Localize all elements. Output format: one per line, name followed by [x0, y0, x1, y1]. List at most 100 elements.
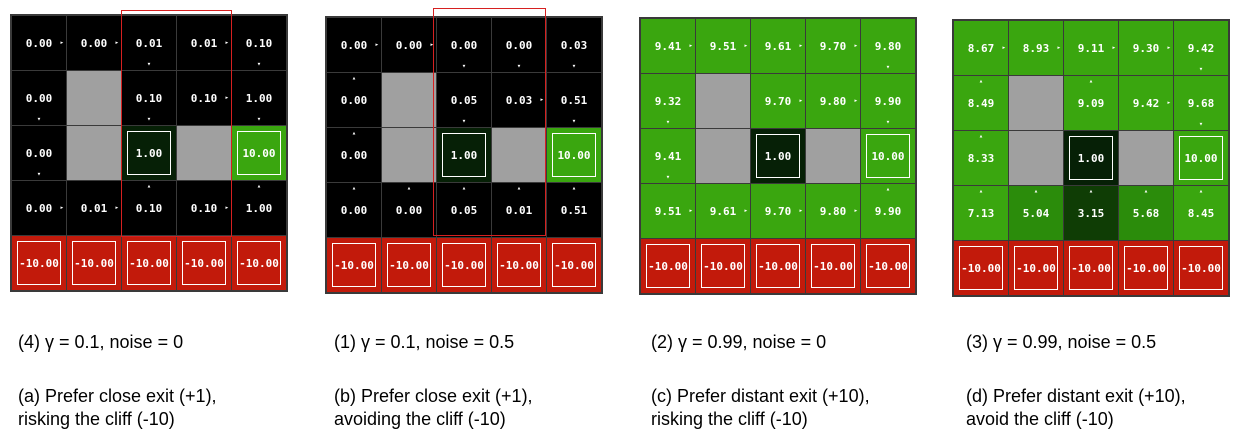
state-value: 9.70: [764, 204, 792, 218]
state-value: 1.00: [245, 201, 273, 215]
state-value: 0.00: [450, 38, 478, 52]
wall-cell: [696, 129, 750, 183]
state-cell: 0.03 ▸: [492, 73, 546, 127]
state-value: 0.00: [395, 38, 423, 52]
terminal-border: [497, 243, 541, 287]
arrow-down-icon: ▾: [665, 118, 671, 126]
state-cell: 1.00 ▴: [232, 181, 286, 235]
state-value: 0.10: [190, 201, 218, 215]
cliff-cell: -10.00: [1064, 241, 1118, 295]
state-value: 9.51: [709, 39, 737, 53]
state-value: 0.00: [340, 148, 368, 162]
arrow-down-icon: ▾: [146, 115, 152, 123]
state-value: 9.09: [1077, 96, 1105, 110]
wall-cell: [67, 126, 121, 180]
state-value: -10.00: [554, 258, 594, 272]
gridworld-board: 9.41 ▸ 9.51 ▸ 9.61 ▸ 9.70 ▸ 9.80 ▾ 9.32 ▾ 9.70 ▸ 9.80 ▸…: [639, 17, 917, 295]
state-cell: 0.03 ▾: [547, 18, 601, 72]
state-cell: 9.51 ▸: [641, 184, 695, 238]
wall-cell: [1119, 131, 1173, 185]
cliff-cell: -10.00: [122, 236, 176, 290]
arrow-down-icon: ▾: [146, 60, 152, 68]
state-cell: 9.42 ▾: [1174, 21, 1228, 75]
state-value: 0.00: [25, 91, 53, 105]
state-cell: 0.00 ▴: [327, 128, 381, 182]
state-cell: 0.10 ▾: [232, 16, 286, 70]
state-value: 1.00: [764, 149, 792, 163]
state-cell: 9.09 ▴: [1064, 76, 1118, 130]
state-cell: 9.70 ▸: [751, 74, 805, 128]
state-value: -10.00: [1126, 261, 1166, 275]
arrow-down-icon: ▾: [571, 62, 577, 70]
arrow-right-icon: ▸: [798, 41, 803, 50]
cliff-cell: -10.00: [67, 236, 121, 290]
state-value: 0.00: [505, 38, 533, 52]
arrow-right-icon: ▸: [688, 41, 693, 50]
state-cell: 0.00 ▴: [382, 183, 436, 237]
terminal-border: [701, 244, 745, 288]
arrow-up-icon: ▴: [1088, 77, 1094, 85]
state-value: -10.00: [129, 256, 169, 270]
gridworld-board: 8.67 ▸ 8.93 ▸ 9.11 ▸ 9.30 ▸ 9.42 ▾ 8.49 ▴ 9.09 ▴ 9.42 ▸…: [952, 19, 1230, 297]
state-cell: 0.01 ▴: [492, 183, 546, 237]
state-cell: 9.90 ▾: [861, 74, 915, 128]
state-value: 0.00: [25, 201, 53, 215]
state-value: 9.80: [819, 204, 847, 218]
state-value: 9.70: [819, 39, 847, 53]
state-value: -10.00: [334, 258, 374, 272]
arrow-down-icon: ▾: [885, 63, 891, 71]
state-cell: 5.04 ▴: [1009, 186, 1063, 240]
state-cell: 9.90 ▴: [861, 184, 915, 238]
wall-cell: [1009, 131, 1063, 185]
arrow-up-icon: ▴: [351, 129, 357, 137]
state-value: 9.32: [654, 94, 682, 108]
wall-cell: [492, 128, 546, 182]
cliff-cell: -10.00: [492, 238, 546, 292]
arrow-right-icon: ▸: [114, 38, 119, 47]
exit-cell: 10.00: [1174, 131, 1228, 185]
description-line-1: (c) Prefer distant exit (+10),: [651, 386, 870, 406]
terminal-border: [1124, 246, 1168, 290]
state-value: 9.80: [819, 94, 847, 108]
cliff-cell: -10.00: [382, 238, 436, 292]
state-cell: 0.05 ▴: [437, 183, 491, 237]
arrow-right-icon: ▸: [539, 95, 544, 104]
state-value: 8.93: [1022, 41, 1050, 55]
terminal-border: [756, 244, 800, 288]
state-value: 9.42: [1132, 96, 1160, 110]
terminal-border: [127, 241, 171, 285]
state-cell: 0.00 ▾: [12, 126, 66, 180]
arrow-right-icon: ▸: [59, 203, 64, 212]
arrow-up-icon: ▴: [978, 187, 984, 195]
arrow-down-icon: ▾: [461, 62, 467, 70]
state-value: -10.00: [868, 259, 908, 273]
state-value: 9.80: [874, 39, 902, 53]
state-value: 5.04: [1022, 206, 1050, 220]
arrow-up-icon: ▴: [1088, 187, 1094, 195]
state-cell: 0.00 ▴: [327, 73, 381, 127]
terminal-border: [1179, 246, 1223, 290]
arrow-down-icon: ▾: [571, 117, 577, 125]
state-cell: 0.00 ▴: [327, 183, 381, 237]
cliff-cell: -10.00: [547, 238, 601, 292]
arrow-right-icon: ▸: [853, 96, 858, 105]
arrow-up-icon: ▴: [1143, 187, 1149, 195]
cliff-cell: -10.00: [954, 241, 1008, 295]
state-value: 9.61: [764, 39, 792, 53]
terminal-border: [17, 241, 61, 285]
cliff-cell: -10.00: [12, 236, 66, 290]
state-cell: 0.00 ▾: [437, 18, 491, 72]
state-cell: 0.01 ▸: [177, 16, 231, 70]
state-value: 9.41: [654, 39, 682, 53]
panel-caption: (3) γ = 0.99, noise = 0.5: [966, 332, 1157, 352]
state-value: 1.00: [245, 91, 273, 105]
terminal-border: [72, 241, 116, 285]
state-cell: 0.00 ▸: [382, 18, 436, 72]
state-value: 0.03: [505, 93, 533, 107]
state-value: -10.00: [19, 256, 59, 270]
gridworld-board: 0.00 ▸ 0.00 ▸ 0.00 ▾ 0.00 ▾ 0.03 ▾ 0.00 ▴ 0.05 ▾ 0.03 ▸…: [325, 16, 603, 294]
state-cell: 7.13 ▴: [954, 186, 1008, 240]
arrow-down-icon: ▾: [1198, 120, 1204, 128]
terminal-border: [237, 241, 281, 285]
state-cell: 0.00 ▸: [12, 181, 66, 235]
